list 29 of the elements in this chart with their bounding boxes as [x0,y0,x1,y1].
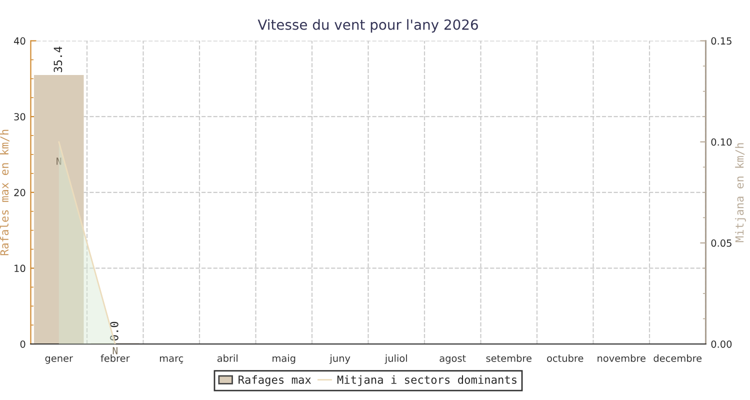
y2-tick-label: 0.15 [711,37,732,45]
x-tick-label: gener [45,356,74,364]
x-tick-label: novembre [598,354,646,362]
y2-tick-label: 0.00 [711,340,732,348]
legend-label: Rafages max [238,375,311,386]
annotation: N [112,347,118,354]
x-tick-label: agost [440,354,466,364]
y2-tick-label: 0.05 [711,239,732,247]
x-tick-label: setembre [486,354,532,362]
x-tick-label: març [160,356,184,364]
chart-title: Vitesse du vent pour l'any 2026 [258,19,478,33]
y-tick-label: 40 [14,37,26,45]
y-tick-label: 10 [14,264,26,272]
x-tick-label: octubre [547,354,584,362]
y2-axis-title: Mitjana en km/h [735,143,746,242]
x-tick-label: juliol [384,354,407,364]
y-tick-label: 0 [20,340,26,348]
x-tick-label: decembre [654,354,702,362]
x-tick-label: maig [272,354,296,364]
data-label: 35.4 [54,46,62,72]
legend-label: Mitjana i sectors dominants [337,375,516,386]
x-tick-label: abril [217,354,238,362]
annotation: N [56,158,62,165]
y-axis-title: Rafales max en km/h [0,130,10,256]
x-tick-label: febrer [100,354,130,362]
y2-tick-label: 0.10 [711,138,732,146]
y-tick-label: 20 [14,188,26,196]
y-tick-label: 30 [14,113,26,120]
x-tick-label: juny [330,354,350,364]
